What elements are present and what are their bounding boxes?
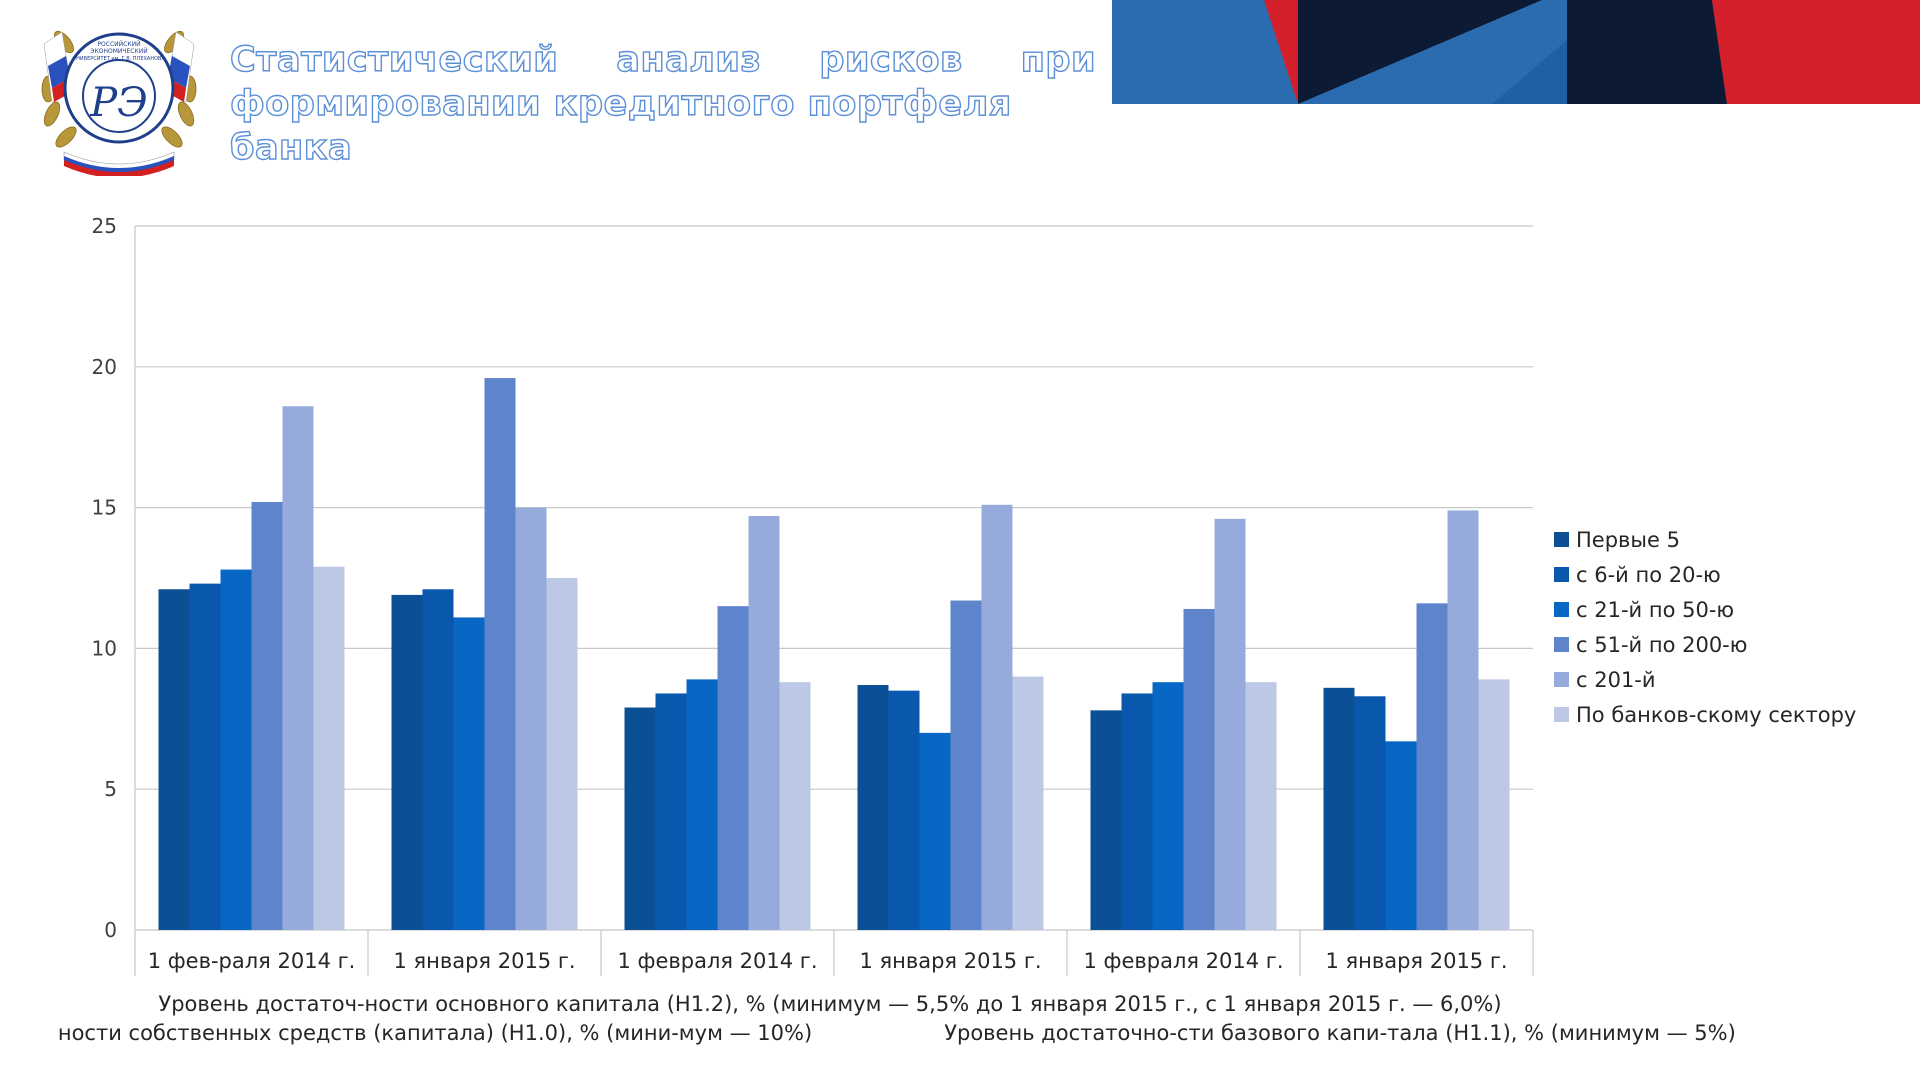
x-category-label: 1 января 2015 г. (859, 949, 1041, 973)
bar-4 (950, 600, 982, 930)
bar-4 (1416, 603, 1448, 930)
ribbon-icon (63, 151, 175, 176)
bar-2 (655, 693, 687, 930)
bar-6 (779, 682, 811, 930)
x-category-label: 1 февраля 2014 г. (1083, 949, 1283, 973)
university-logo: РОССИЙСКИЙ ЭКОНОМИЧЕСКИЙ УНИВЕРСИТЕТ им.… (41, 30, 197, 176)
bar-6 (1245, 682, 1277, 930)
banner-dark-shape-left (1298, 0, 1542, 104)
y-tick-label: 5 (104, 777, 117, 801)
legend-swatch-icon (1554, 707, 1569, 722)
title-line-1: Статистический анализ рисков при (229, 39, 1096, 80)
bar-1 (1323, 687, 1355, 930)
seal-text-line-1: РОССИЙСКИЙ (97, 41, 140, 48)
x-category-label: 1 января 2015 г. (1325, 949, 1507, 973)
bar-6 (1012, 676, 1044, 930)
banner-red-triangle (1264, 0, 1298, 104)
banner-red-right (1712, 0, 1920, 104)
header-banner (1112, 0, 1920, 104)
x-category-label: 1 февраля 2014 г. (617, 949, 817, 973)
y-tick-label: 20 (92, 355, 117, 379)
legend-swatch-icon (1554, 672, 1569, 687)
x-axis (134, 930, 1534, 976)
seal-text-line-2: ЭКОНОМИЧЕСКИЙ (90, 48, 147, 55)
bar-5 (1447, 510, 1479, 930)
x-axis-group-labels: ности собственных средств (капитала) (Н1… (58, 992, 1736, 1045)
chart-bars (158, 378, 1510, 931)
bar-5 (515, 507, 547, 930)
legend-label: с 21-й по 50-ю (1576, 598, 1734, 622)
legend-label: с 6-й по 20-ю (1576, 563, 1721, 587)
bar-1 (1090, 710, 1122, 930)
bar-2 (888, 690, 920, 930)
bar-3 (1385, 741, 1417, 930)
legend-swatch-icon (1554, 532, 1569, 547)
bar-5 (282, 406, 314, 930)
banner-dark-shape-right (1567, 0, 1727, 104)
y-tick-label: 25 (92, 214, 117, 238)
chart-gridlines (134, 225, 1533, 931)
x-group-label: ности собственных средств (капитала) (Н1… (58, 1021, 812, 1045)
legend-label: с 51-й по 200-ю (1576, 633, 1747, 657)
legend-label: По банков-скому сектору (1576, 703, 1856, 727)
y-axis-ticks: 0 5 10 15 20 25 (92, 214, 117, 942)
y-tick-label: 10 (92, 636, 117, 660)
x-category-label: 1 января 2015 г. (393, 949, 575, 973)
y-tick-label: 0 (104, 918, 117, 942)
chart-legend: Первые 5 с 6-й по 20-ю с 21-й по 50-ю с 51-… (1554, 528, 1856, 727)
bar-3 (220, 569, 252, 930)
bar-6 (1478, 679, 1510, 930)
x-group-label: Уровень достаточ-ности основного капитал… (158, 992, 1501, 1016)
bar-3 (686, 679, 718, 930)
seal-inner-ring (82, 59, 156, 133)
legend-label: Первые 5 (1576, 528, 1680, 552)
page-title: Статистический анализ рисков при формиро… (229, 38, 1096, 170)
legend-swatch-icon (1554, 637, 1569, 652)
bar-4 (1183, 608, 1215, 930)
bar-3 (1152, 682, 1184, 930)
legend-swatch-icon (1554, 602, 1569, 617)
bar-4 (484, 378, 516, 931)
x-group-label: Уровень достаточно-сти базового капи-тал… (944, 1021, 1736, 1045)
bar-2 (422, 589, 454, 930)
bar-1 (857, 685, 889, 930)
x-category-label: 1 фев-раля 2014 г. (148, 949, 356, 973)
bar-1 (624, 707, 656, 930)
bar-6 (546, 578, 578, 930)
bar-6 (313, 566, 345, 930)
seal-text-line-3: УНИВЕРСИТЕТ им. Г.В. ПЛЕХАНОВА (73, 56, 165, 62)
bar-3 (453, 617, 485, 930)
bar-4 (717, 606, 749, 930)
bar-5 (748, 516, 780, 930)
seal-monogram-icon: РЭ (89, 80, 148, 126)
bar-1 (391, 594, 423, 930)
bar-2 (189, 583, 221, 930)
bar-5 (1214, 518, 1246, 930)
bar-5 (981, 504, 1013, 930)
y-tick-label: 15 (92, 496, 117, 520)
legend-swatch-icon (1554, 567, 1569, 582)
bar-2 (1121, 693, 1153, 930)
legend-label: с 201-й (1576, 668, 1656, 692)
bar-2 (1354, 696, 1386, 930)
title-line-2: формировании кредитного портфеля банка (229, 83, 1012, 168)
x-axis-categories: 1 фев-раля 2014 г. 1 января 2015 г. 1 февр… (148, 949, 1508, 973)
bar-3 (919, 732, 951, 930)
bar-4 (251, 501, 283, 930)
banner-blue-wedge (1492, 40, 1567, 104)
bar-1 (158, 589, 190, 930)
